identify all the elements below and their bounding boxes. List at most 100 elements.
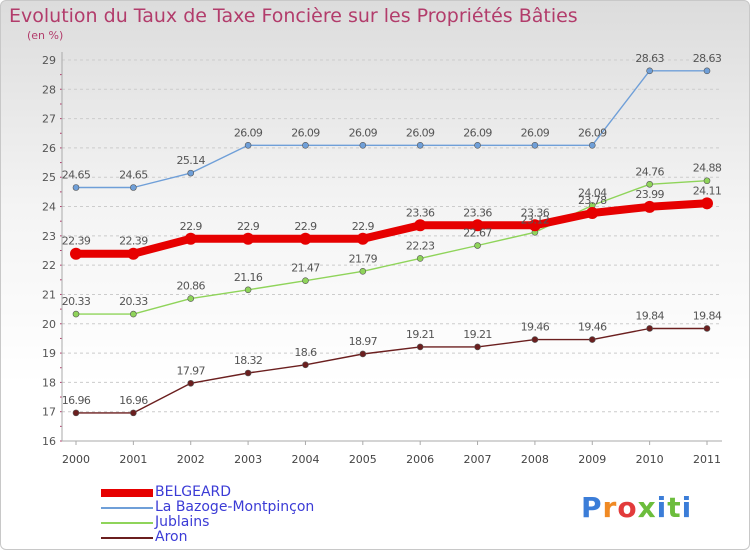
data-label: 19.84 xyxy=(693,309,722,322)
data-label: 16.96 xyxy=(119,394,148,407)
x-tick-label: 2007 xyxy=(464,453,492,466)
data-label: 18.97 xyxy=(349,335,378,348)
data-label: 25.14 xyxy=(176,154,205,167)
logo-letter: i xyxy=(681,491,693,524)
y-tick-label: 22 xyxy=(42,259,56,272)
data-point xyxy=(528,219,541,232)
data-point xyxy=(471,219,484,232)
data-label: 24.76 xyxy=(635,165,664,178)
data-label: 23.36 xyxy=(406,206,435,219)
x-tick-label: 2000 xyxy=(62,453,90,466)
data-point xyxy=(187,379,195,387)
x-tick-label: 2001 xyxy=(119,453,147,466)
data-label: 23.36 xyxy=(521,206,550,219)
data-label: 19.46 xyxy=(578,321,607,334)
data-point xyxy=(299,232,312,245)
y-tick-label: 29 xyxy=(42,54,56,67)
data-point xyxy=(414,219,427,232)
data-label: 16.96 xyxy=(62,394,91,407)
y-tick-label: 16 xyxy=(42,435,56,448)
data-label: 20.86 xyxy=(176,280,205,293)
data-point xyxy=(646,325,653,332)
data-point xyxy=(646,67,653,75)
data-label: 28.63 xyxy=(693,52,722,65)
data-point xyxy=(359,141,367,149)
data-point xyxy=(416,141,424,149)
data-point xyxy=(302,141,309,149)
data-point xyxy=(244,286,252,294)
data-label: 19.21 xyxy=(406,328,435,341)
data-point xyxy=(701,197,713,210)
series-line xyxy=(75,179,708,315)
y-tick-label: 21 xyxy=(42,288,56,301)
y-tick-label: 23 xyxy=(42,230,56,243)
data-label: 19.84 xyxy=(635,309,664,322)
data-point xyxy=(187,295,195,302)
legend-swatch xyxy=(101,507,153,509)
legend-swatch xyxy=(101,522,153,524)
proxiti-logo: Proxiti xyxy=(581,491,692,524)
data-point xyxy=(356,232,369,245)
logo-letter: r xyxy=(602,491,618,524)
data-label: 21.47 xyxy=(291,262,320,275)
y-tick-label: 18 xyxy=(42,376,56,389)
data-point xyxy=(359,268,367,275)
data-label: 17.97 xyxy=(176,364,205,377)
y-tick-label: 28 xyxy=(42,83,56,96)
data-point xyxy=(187,169,195,177)
logo-letter: t xyxy=(667,491,682,524)
legend-swatch xyxy=(101,489,153,497)
data-point xyxy=(130,184,137,191)
data-label: 21.16 xyxy=(234,271,263,284)
y-tick-label: 19 xyxy=(42,347,56,360)
data-point xyxy=(531,141,539,149)
data-point xyxy=(703,177,711,185)
data-label: 26.09 xyxy=(578,126,607,139)
data-point xyxy=(72,409,80,417)
series-line xyxy=(75,327,708,414)
data-point xyxy=(474,242,481,249)
data-label: 24.65 xyxy=(119,168,148,181)
x-tick-label: 2008 xyxy=(521,453,549,466)
legend-label: Aron xyxy=(155,529,188,545)
data-label: 23.99 xyxy=(635,188,664,201)
x-tick-label: 2002 xyxy=(177,453,205,466)
data-label: 22.67 xyxy=(463,227,492,240)
legend-label: BELGEARD xyxy=(155,484,232,500)
data-point xyxy=(531,336,539,343)
x-tick-label: 2010 xyxy=(636,453,664,466)
data-label: 20.33 xyxy=(62,295,91,308)
data-label: 26.09 xyxy=(291,126,320,139)
data-label: 19.46 xyxy=(521,321,550,334)
data-label: 26.09 xyxy=(349,126,378,139)
data-label: 22.39 xyxy=(62,235,91,248)
y-tick-label: 17 xyxy=(42,406,56,419)
data-label: 26.09 xyxy=(521,126,550,139)
data-label: 20.33 xyxy=(119,295,148,308)
data-point xyxy=(474,343,481,351)
data-point xyxy=(244,141,252,149)
series-line xyxy=(72,199,711,258)
data-label: 24.04 xyxy=(578,186,607,199)
data-label: 18.32 xyxy=(234,354,263,367)
y-tick-label: 24 xyxy=(42,201,56,214)
y-tick-label: 25 xyxy=(42,171,56,184)
data-point xyxy=(72,310,80,318)
data-point xyxy=(416,255,424,262)
data-point xyxy=(244,369,252,377)
x-tick-label: 2009 xyxy=(578,453,606,466)
data-point xyxy=(302,361,309,369)
data-label: 22.9 xyxy=(294,220,317,233)
series-line xyxy=(75,70,708,189)
logo-letter: i xyxy=(656,491,668,524)
data-label: 28.63 xyxy=(635,52,664,65)
data-point xyxy=(646,180,653,188)
data-label: 24.11 xyxy=(693,184,722,197)
data-label: 26.09 xyxy=(463,126,492,139)
data-label: 24.88 xyxy=(693,162,722,175)
data-label: 22.9 xyxy=(352,220,375,233)
data-point xyxy=(302,277,309,284)
logo-letter: o xyxy=(617,491,638,524)
data-point xyxy=(130,409,137,417)
x-tick-label: 2011 xyxy=(693,453,721,466)
